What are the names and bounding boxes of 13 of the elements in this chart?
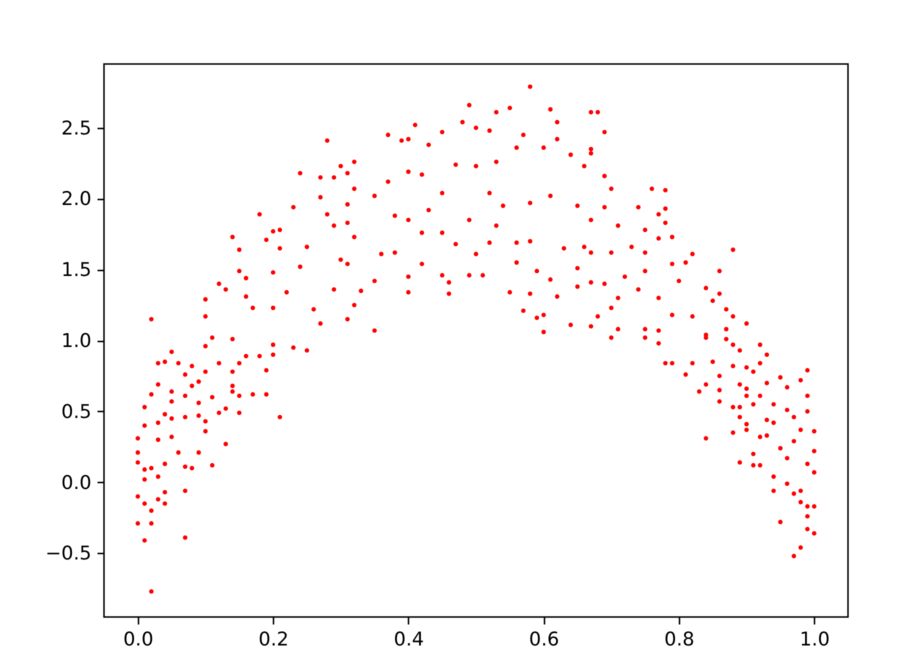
y-tick-label: 2.0 xyxy=(61,188,92,210)
x-tick-label: 0.4 xyxy=(394,628,424,650)
x-tick-label: 0.0 xyxy=(123,628,154,650)
y-tick-label: 1.0 xyxy=(61,330,92,352)
y-tick-label: 1.5 xyxy=(61,259,92,282)
y-tick-label: 2.5 xyxy=(61,117,92,140)
x-tick-label: 0.2 xyxy=(258,628,289,650)
y-tick-label: −0.5 xyxy=(45,542,92,565)
y-tick-label: 0.5 xyxy=(61,400,92,423)
x-tick-label: 0.8 xyxy=(664,628,695,650)
x-tick-label: 0.6 xyxy=(529,628,560,650)
x-tick-label: 1.0 xyxy=(800,628,830,650)
y-tick-label: 0.0 xyxy=(61,472,92,494)
